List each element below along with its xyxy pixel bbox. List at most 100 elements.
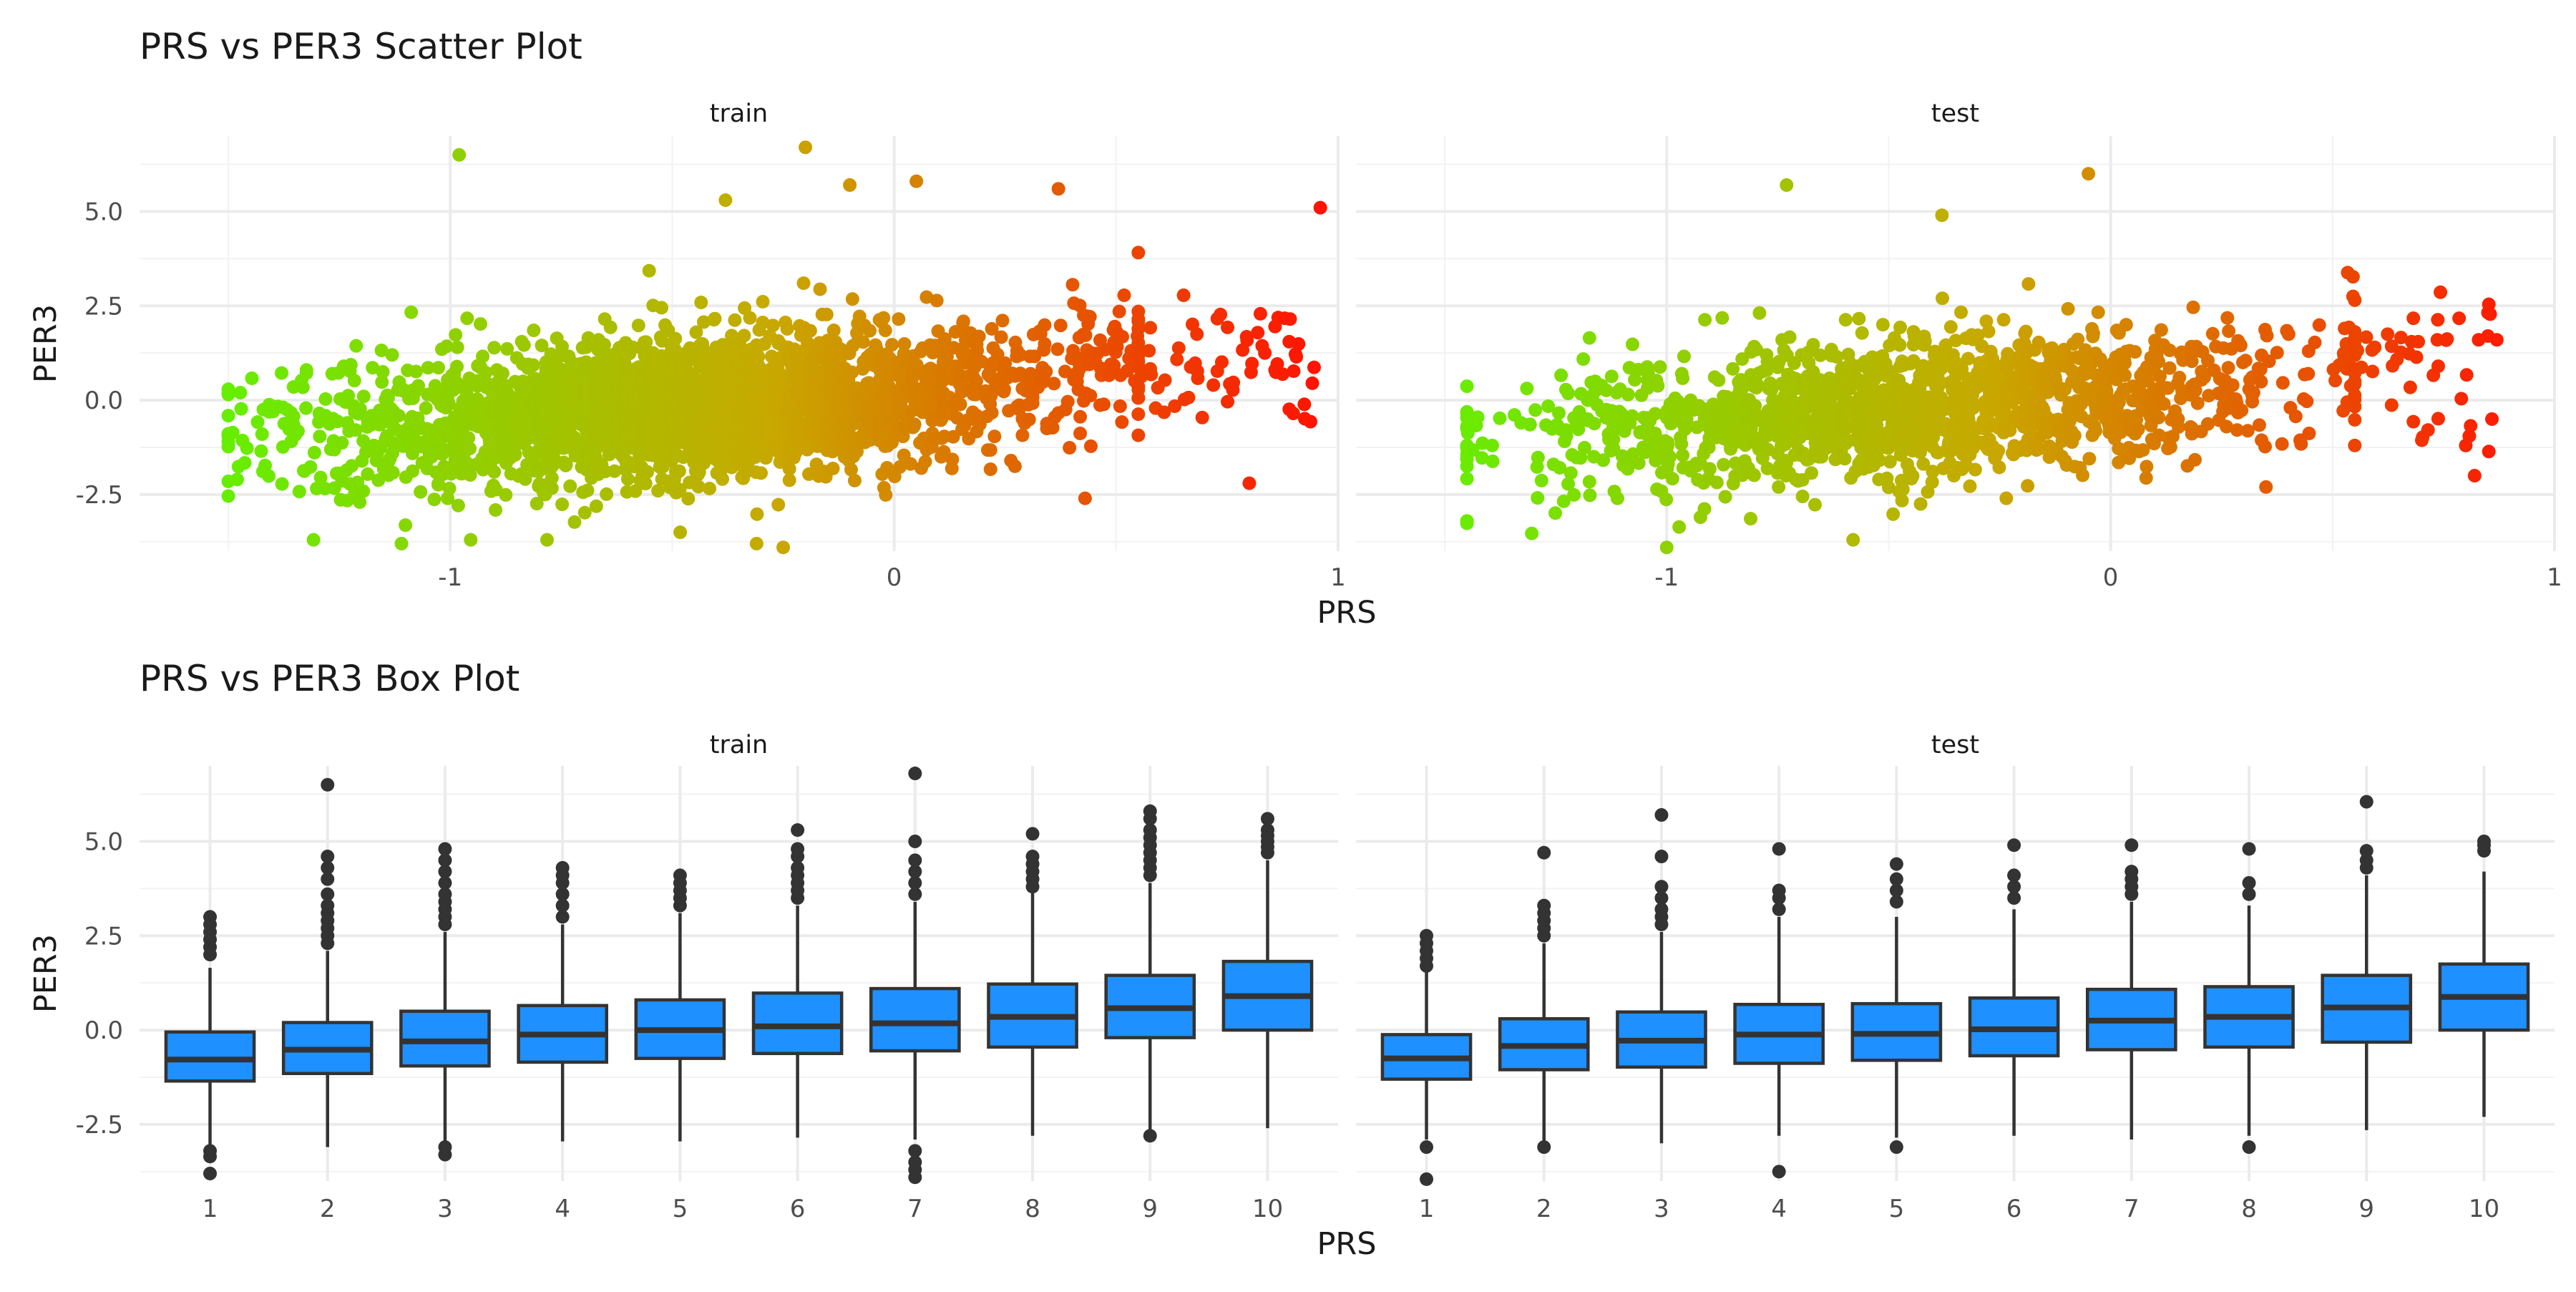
scatter-point — [696, 315, 711, 329]
scatter-point — [985, 405, 999, 419]
scatter-point — [353, 495, 367, 509]
scatter-point — [2348, 293, 2362, 307]
scatter-point — [2483, 307, 2497, 321]
scatter-point — [2406, 414, 2421, 429]
scatter-point — [2348, 374, 2362, 389]
scatter-point — [1289, 349, 1304, 364]
scatter-point — [2119, 318, 2133, 332]
scatter-point — [1073, 426, 1088, 440]
scatter-point — [1304, 414, 1318, 429]
x-tick-label: 4 — [555, 1195, 570, 1223]
scatter-point — [348, 423, 363, 437]
scatter-point — [1676, 448, 1690, 462]
scatter-point — [341, 389, 356, 403]
scatter-point — [1051, 182, 1065, 196]
scatter-point — [1190, 327, 1204, 341]
scatter-point — [639, 335, 653, 349]
scatter-point — [694, 296, 708, 310]
scatter-point — [2188, 452, 2202, 467]
scatter-point — [970, 343, 985, 357]
scatter-point — [306, 533, 321, 547]
box-outlier-point — [791, 842, 805, 856]
scatter-point — [1525, 526, 1539, 540]
scatter-point — [563, 479, 577, 493]
scatter-point — [349, 339, 364, 353]
box-outlier-point — [321, 850, 335, 864]
scatter-point — [1270, 356, 1284, 371]
scatter-point — [998, 356, 1013, 370]
scatter-point — [286, 409, 301, 424]
box-outlier-point — [1537, 1140, 1551, 1155]
scatter-point — [1571, 422, 1586, 437]
scatter-point — [885, 435, 899, 450]
scatter-point — [1943, 320, 1958, 334]
scatter-point — [361, 467, 375, 481]
scatter-point — [1574, 451, 1588, 465]
box-outlier-point — [908, 767, 922, 781]
scatter-point — [1206, 378, 1221, 392]
box-test-5 — [1850, 857, 1943, 1155]
scatter-point — [2172, 370, 2187, 384]
box-outlier-point — [2359, 844, 2373, 858]
box-outlier-point — [1420, 1140, 1434, 1155]
scatter-point — [2403, 380, 2417, 394]
scatter-point — [1554, 368, 1568, 382]
scatter-point — [2368, 340, 2382, 354]
scatter-point — [1022, 412, 1036, 427]
scatter-point — [391, 409, 406, 423]
scatter-point — [819, 307, 834, 321]
scatter-point — [1968, 462, 1982, 477]
scatter-point — [2117, 356, 2132, 370]
y-tick-label: 5.0 — [84, 198, 123, 226]
scatter-point — [640, 465, 655, 479]
scatter-point — [2221, 361, 2235, 375]
box-outlier-point — [321, 887, 335, 901]
scatter-point — [1760, 462, 1775, 476]
box-outlier-point — [2242, 875, 2256, 890]
scatter-point — [1038, 337, 1052, 351]
x-tick-label: 9 — [2358, 1195, 2374, 1223]
scatter-point — [2348, 388, 2362, 402]
scatter-point — [1142, 344, 1156, 358]
scatter-point — [275, 477, 289, 491]
scatter-point — [1697, 502, 1712, 516]
scatter-point — [2328, 374, 2343, 388]
scatter-point — [2346, 270, 2360, 284]
box-train-8 — [987, 827, 1078, 1136]
scatter-point — [530, 497, 544, 511]
scatter-point — [1893, 338, 1907, 352]
scatter-point — [508, 448, 522, 462]
scatter-point — [1838, 313, 1853, 327]
scatter-point — [1582, 331, 1596, 345]
scatter-point — [1115, 415, 1129, 429]
scatter-point — [1131, 407, 1146, 422]
scatter-point — [1073, 409, 1088, 424]
scatter-point — [2300, 394, 2314, 409]
scatter-point — [452, 147, 467, 162]
scatter-point — [651, 484, 665, 498]
scatter-point — [969, 374, 983, 389]
scatter-point — [1715, 311, 1729, 325]
x-tick-label: 2 — [1536, 1195, 1552, 1223]
scatter-point — [238, 456, 252, 470]
box-outlier-point — [2359, 795, 2373, 809]
scatter-point — [1717, 457, 1731, 472]
scatter-point — [1674, 437, 1689, 451]
scatter-point — [1131, 336, 1146, 350]
scatter-point — [2348, 413, 2362, 427]
box-outlier-point — [1025, 850, 1040, 864]
scatter-point — [1855, 326, 1869, 340]
scatter-point — [1047, 377, 1061, 391]
scatter-point — [2089, 424, 2103, 438]
scatter-point — [1038, 318, 1052, 332]
scatter-point — [535, 339, 549, 353]
box-test-3 — [1616, 808, 1707, 1144]
scatter-point — [421, 361, 435, 375]
scatter-point — [2086, 326, 2100, 341]
scatter-point — [221, 489, 235, 503]
scatter-point — [2381, 327, 2395, 341]
scatter-point — [718, 193, 733, 208]
scatter-point — [907, 417, 922, 432]
scatter-point — [473, 317, 487, 331]
